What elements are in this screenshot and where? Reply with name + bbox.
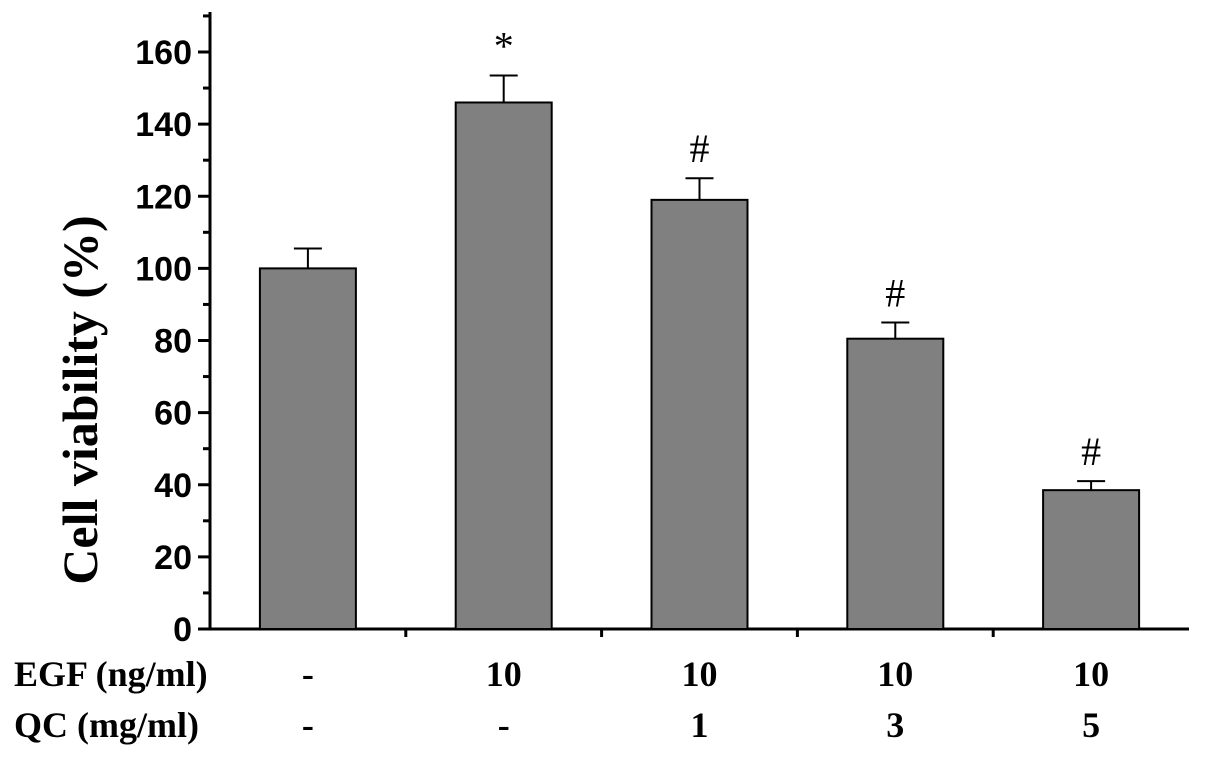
y-tick-label: 0 xyxy=(173,611,192,649)
significance-marker: # xyxy=(885,270,905,315)
significance-marker: # xyxy=(690,126,710,171)
y-tick-label: 100 xyxy=(135,250,192,288)
condition-value: 3 xyxy=(886,705,904,745)
significance-marker: # xyxy=(1081,429,1101,474)
condition-value: 1 xyxy=(691,705,709,745)
bar xyxy=(650,198,749,630)
bars xyxy=(258,74,1141,631)
y-tick-label: 40 xyxy=(154,467,192,505)
y-tick-label: 140 xyxy=(135,106,192,144)
y-tick-label: 80 xyxy=(154,323,192,361)
y-tick-label: 60 xyxy=(154,395,192,433)
bar xyxy=(258,267,357,630)
condition-row-label: EGF (ng/ml) xyxy=(14,654,208,694)
y-tick-label: 120 xyxy=(135,178,192,216)
condition-value: - xyxy=(498,705,510,745)
y-tick-label: 20 xyxy=(154,539,192,577)
condition-value: 10 xyxy=(877,654,913,694)
condition-value: - xyxy=(302,654,314,694)
condition-value: 10 xyxy=(486,654,522,694)
y-tick-label: 160 xyxy=(135,34,192,72)
y-axis-label: Cell viability (%) xyxy=(52,215,108,584)
condition-row-label: QC (mg/ml) xyxy=(14,705,199,745)
bar xyxy=(454,101,553,631)
bar xyxy=(846,337,945,630)
condition-value: 10 xyxy=(1073,654,1109,694)
significance-marker: * xyxy=(494,23,514,68)
condition-value: 5 xyxy=(1082,705,1100,745)
bar xyxy=(1042,489,1141,630)
axes xyxy=(198,12,1189,637)
condition-value: - xyxy=(302,705,314,745)
labels: 0 20 40 60 80 100 120 140 160 * # # # EGF (ng/ml) - 10 1… xyxy=(14,23,1109,745)
condition-value: 10 xyxy=(682,654,718,694)
